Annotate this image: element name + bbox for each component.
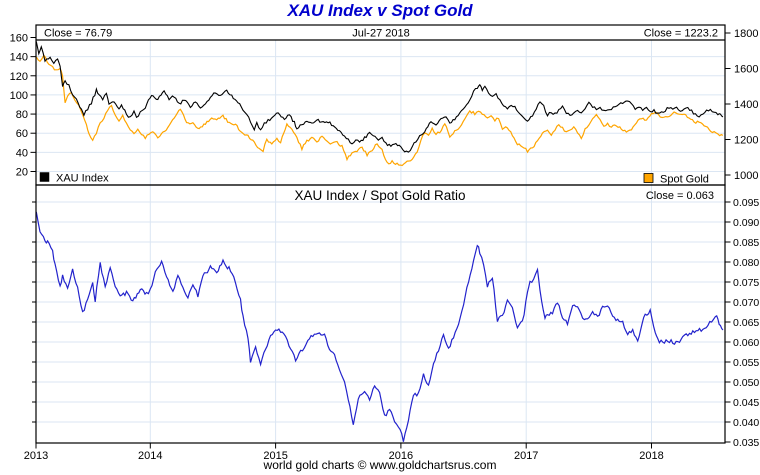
x-axis-year-label: 2017 <box>514 450 538 462</box>
ratio-axis-label: 0.035 <box>733 437 759 449</box>
xau-close-label: Close = 76.79 <box>44 28 112 40</box>
ratio-axis-label: 0.045 <box>733 397 759 409</box>
ratio-axis-label: 0.090 <box>733 217 759 229</box>
x-axis-year-label: 2018 <box>639 450 663 462</box>
xau-index-line <box>36 41 724 153</box>
ratio-axis-label: 0.075 <box>733 277 759 289</box>
xau-legend-swatch <box>39 172 50 182</box>
x-axis-year-label: 2016 <box>389 450 413 462</box>
spot-gold-legend-label: Spot Gold <box>660 174 709 186</box>
spot-gold-line <box>36 54 724 167</box>
left-axis-label: 160 <box>10 33 28 45</box>
bottom-panel-border <box>35 184 726 444</box>
x-axis-year-label: 2014 <box>138 450 162 462</box>
spot-gold-legend-swatch <box>643 173 654 183</box>
left-axis-label: 100 <box>10 90 28 102</box>
left-axis-label: 60 <box>16 128 28 140</box>
page-title: XAU Index v Spot Gold <box>286 1 473 20</box>
date-label: Jul-27 2018 <box>352 28 410 40</box>
header-band: Close = 76.79 Jul-27 2018 Close = 1223.2 <box>44 28 718 40</box>
xau-legend-label: XAU Index <box>56 173 109 185</box>
ratio-axis-label: 0.080 <box>733 257 759 269</box>
ratio-panel-title: XAU Index / Spot Gold Ratio <box>294 188 465 203</box>
right-axis-label: 1000 <box>734 170 758 182</box>
ratio-axis-label: 0.065 <box>733 317 759 329</box>
gridlines <box>36 40 725 443</box>
ratio-line <box>36 211 724 442</box>
ratio-axis-label: 0.060 <box>733 337 759 349</box>
right-axis-label: 1600 <box>734 64 758 76</box>
ratio-axis-label: 0.050 <box>733 377 759 389</box>
left-axis-label: 40 <box>16 147 28 159</box>
legend: XAU Index Spot Gold <box>39 172 709 186</box>
footer-credit: world gold charts © www.goldchartsrus.co… <box>263 458 497 472</box>
left-axis-label: 120 <box>10 71 28 83</box>
gold-close-label: Close = 1223.2 <box>644 28 718 40</box>
ratio-close-label: Close = 0.063 <box>646 190 714 202</box>
ratio-axis-label: 0.095 <box>733 197 759 209</box>
ratio-axis-label: 0.085 <box>733 237 759 249</box>
ratio-axis-label: 0.055 <box>733 357 759 369</box>
right-axis-label: 1800 <box>734 28 758 40</box>
x-axis-year-label: 2015 <box>263 450 287 462</box>
bottom-panel-series <box>36 211 724 442</box>
panel-borders <box>35 24 726 444</box>
right-axis-label: 1200 <box>734 135 758 147</box>
left-axis-label: 140 <box>10 52 28 64</box>
tick-marks <box>30 32 731 449</box>
left-axis-label: 80 <box>16 109 28 121</box>
axis-labels: 160 140 120 100 80 60 40 20 1800 1600 1400 1200 1000… <box>10 28 760 462</box>
right-axis-label: 1400 <box>734 99 758 111</box>
ratio-axis-label: 0.040 <box>733 417 759 429</box>
top-panel-series <box>36 41 724 167</box>
x-axis-year-label: 2013 <box>24 450 48 462</box>
left-axis-label: 20 <box>16 166 28 178</box>
ratio-axis-label: 0.070 <box>733 297 759 309</box>
